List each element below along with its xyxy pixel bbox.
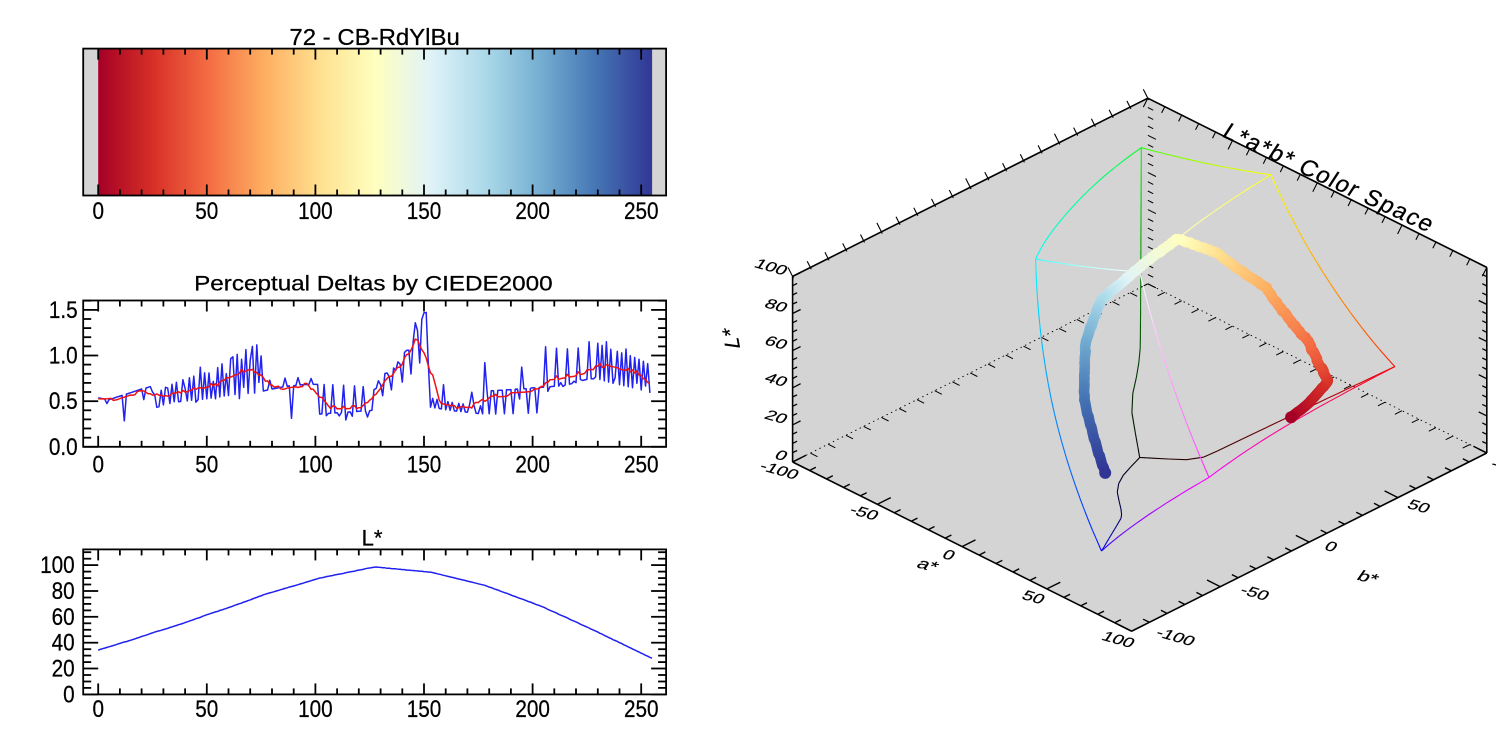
svg-text:80: 80 <box>761 296 791 316</box>
svg-text:0.0: 0.0 <box>49 433 78 460</box>
svg-text:50: 50 <box>1019 588 1049 608</box>
svg-text:0: 0 <box>92 696 104 723</box>
svg-text:50: 50 <box>195 451 218 478</box>
svg-text:100: 100 <box>298 696 333 723</box>
svg-text:150: 150 <box>407 696 442 723</box>
svg-text:-50: -50 <box>846 502 882 523</box>
svg-text:200: 200 <box>515 451 550 478</box>
svg-text:250: 250 <box>624 696 659 723</box>
svg-text:50: 50 <box>195 198 218 225</box>
svg-text:72 - CB-RdYlBu: 72 - CB-RdYlBu <box>289 24 459 50</box>
svg-text:-50: -50 <box>1237 582 1273 603</box>
svg-text:20: 20 <box>761 407 791 427</box>
svg-text:0: 0 <box>63 681 75 708</box>
svg-text:0: 0 <box>92 451 104 478</box>
svg-text:a*: a* <box>914 555 943 575</box>
svg-text:40: 40 <box>761 370 791 390</box>
svg-text:60: 60 <box>761 333 791 353</box>
svg-text:100: 100 <box>40 552 75 579</box>
svg-text:60: 60 <box>52 603 75 630</box>
svg-text:L*: L* <box>362 525 383 550</box>
svg-text:b*: b* <box>1354 567 1383 587</box>
svg-text:200: 200 <box>515 696 550 723</box>
svg-text:Perceptual Deltas by CIEDE2000: Perceptual Deltas by CIEDE2000 <box>194 271 553 295</box>
svg-text:50: 50 <box>1404 497 1434 517</box>
svg-text:100: 100 <box>1489 453 1496 475</box>
svg-text:80: 80 <box>52 578 75 605</box>
svg-text:50: 50 <box>195 696 218 723</box>
svg-text:0: 0 <box>92 198 104 225</box>
svg-text:40: 40 <box>52 629 75 656</box>
svg-text:200: 200 <box>515 198 550 225</box>
svg-text:20: 20 <box>52 655 75 682</box>
svg-text:1.5: 1.5 <box>49 297 78 324</box>
svg-text:150: 150 <box>407 198 442 225</box>
svg-text:L*: L* <box>717 326 745 350</box>
svg-text:100: 100 <box>298 198 333 225</box>
svg-text:1.0: 1.0 <box>49 342 78 369</box>
svg-text:250: 250 <box>624 198 659 225</box>
svg-text:150: 150 <box>407 451 442 478</box>
svg-text:0.5: 0.5 <box>49 388 78 415</box>
svg-text:250: 250 <box>624 451 659 478</box>
svg-text:100: 100 <box>298 451 333 478</box>
